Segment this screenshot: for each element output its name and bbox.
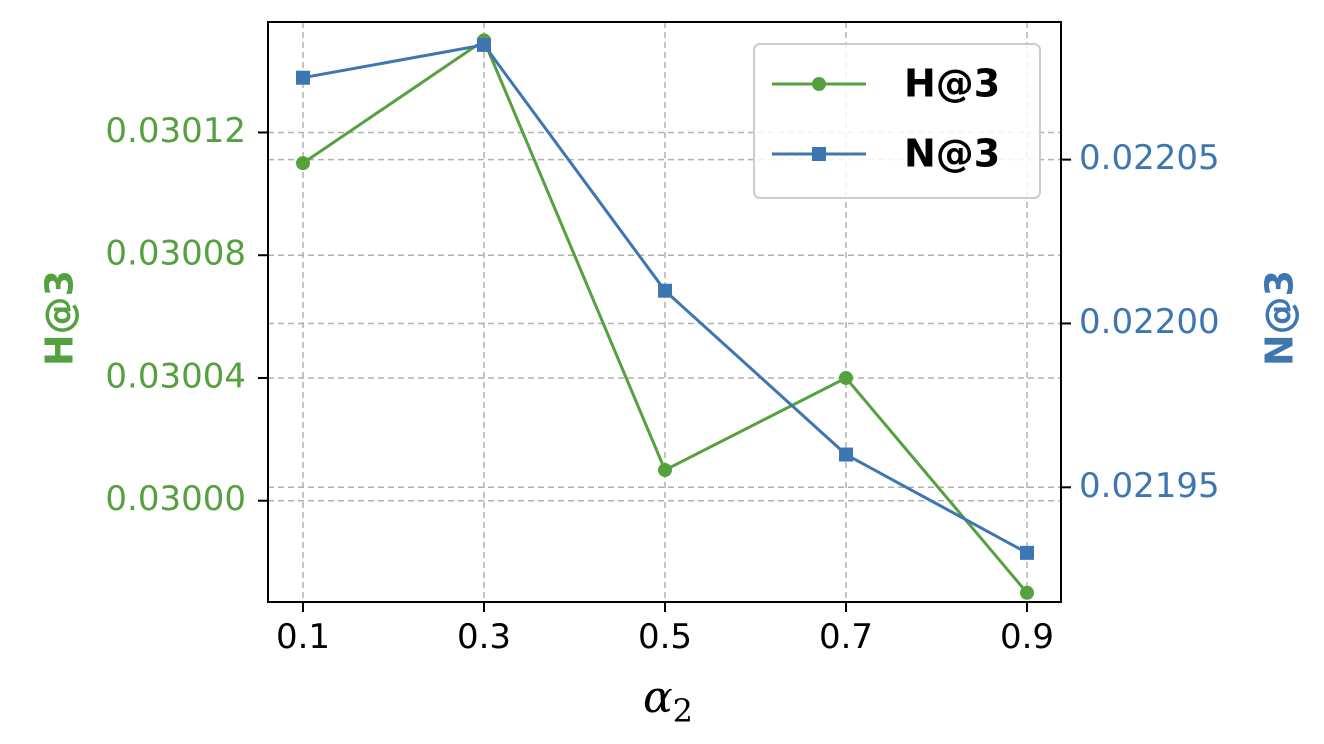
x-axis-title: α2 xyxy=(643,672,693,730)
right-axis-title: N@3 xyxy=(1258,270,1302,366)
legend-label-h3: H@3 xyxy=(904,62,1000,106)
legend-label-n3: N@3 xyxy=(904,132,1000,176)
legend-marker-h3 xyxy=(812,77,826,91)
x-tick-label: 0.1 xyxy=(276,617,330,657)
left-y-tick-label: 0.03000 xyxy=(105,479,246,519)
x-tick-label: 0.7 xyxy=(819,617,873,657)
right-y-tick-label: 0.02195 xyxy=(1079,466,1220,506)
legend: H@3 N@3 xyxy=(753,43,1041,199)
grid-lines xyxy=(268,22,1061,602)
x-axis-title-subscript: 2 xyxy=(673,692,693,730)
data-point-n3 xyxy=(296,70,310,85)
right-y-tick-label: 0.02205 xyxy=(1079,138,1220,178)
data-point-h3 xyxy=(658,463,672,478)
legend-marker-n3 xyxy=(812,147,826,161)
series-layer xyxy=(296,33,1034,600)
x-tick-label: 0.5 xyxy=(638,617,692,657)
right-y-tick-label: 0.02200 xyxy=(1079,302,1220,342)
left-axis-title: H@3 xyxy=(38,270,82,366)
data-point-n3 xyxy=(839,447,853,462)
data-point-n3 xyxy=(1020,545,1034,560)
axes-layer: 0.1 0.3 0.5 0.7 0.9 0.03000 0.03004 0.03008 0.03… xyxy=(105,111,1219,657)
x-tick-label: 0.9 xyxy=(1000,617,1054,657)
left-y-tick-label: 0.03012 xyxy=(105,111,246,151)
data-point-n3 xyxy=(658,283,672,298)
data-point-h3 xyxy=(839,370,853,385)
x-tick-label: 0.3 xyxy=(457,617,511,657)
left-y-tick-label: 0.03008 xyxy=(105,234,246,274)
data-point-h3 xyxy=(296,156,310,171)
x-axis-title-main: α xyxy=(643,672,673,723)
data-point-h3 xyxy=(1020,585,1034,600)
left-y-tick-label: 0.03004 xyxy=(105,356,246,396)
data-point-n3 xyxy=(477,37,491,52)
